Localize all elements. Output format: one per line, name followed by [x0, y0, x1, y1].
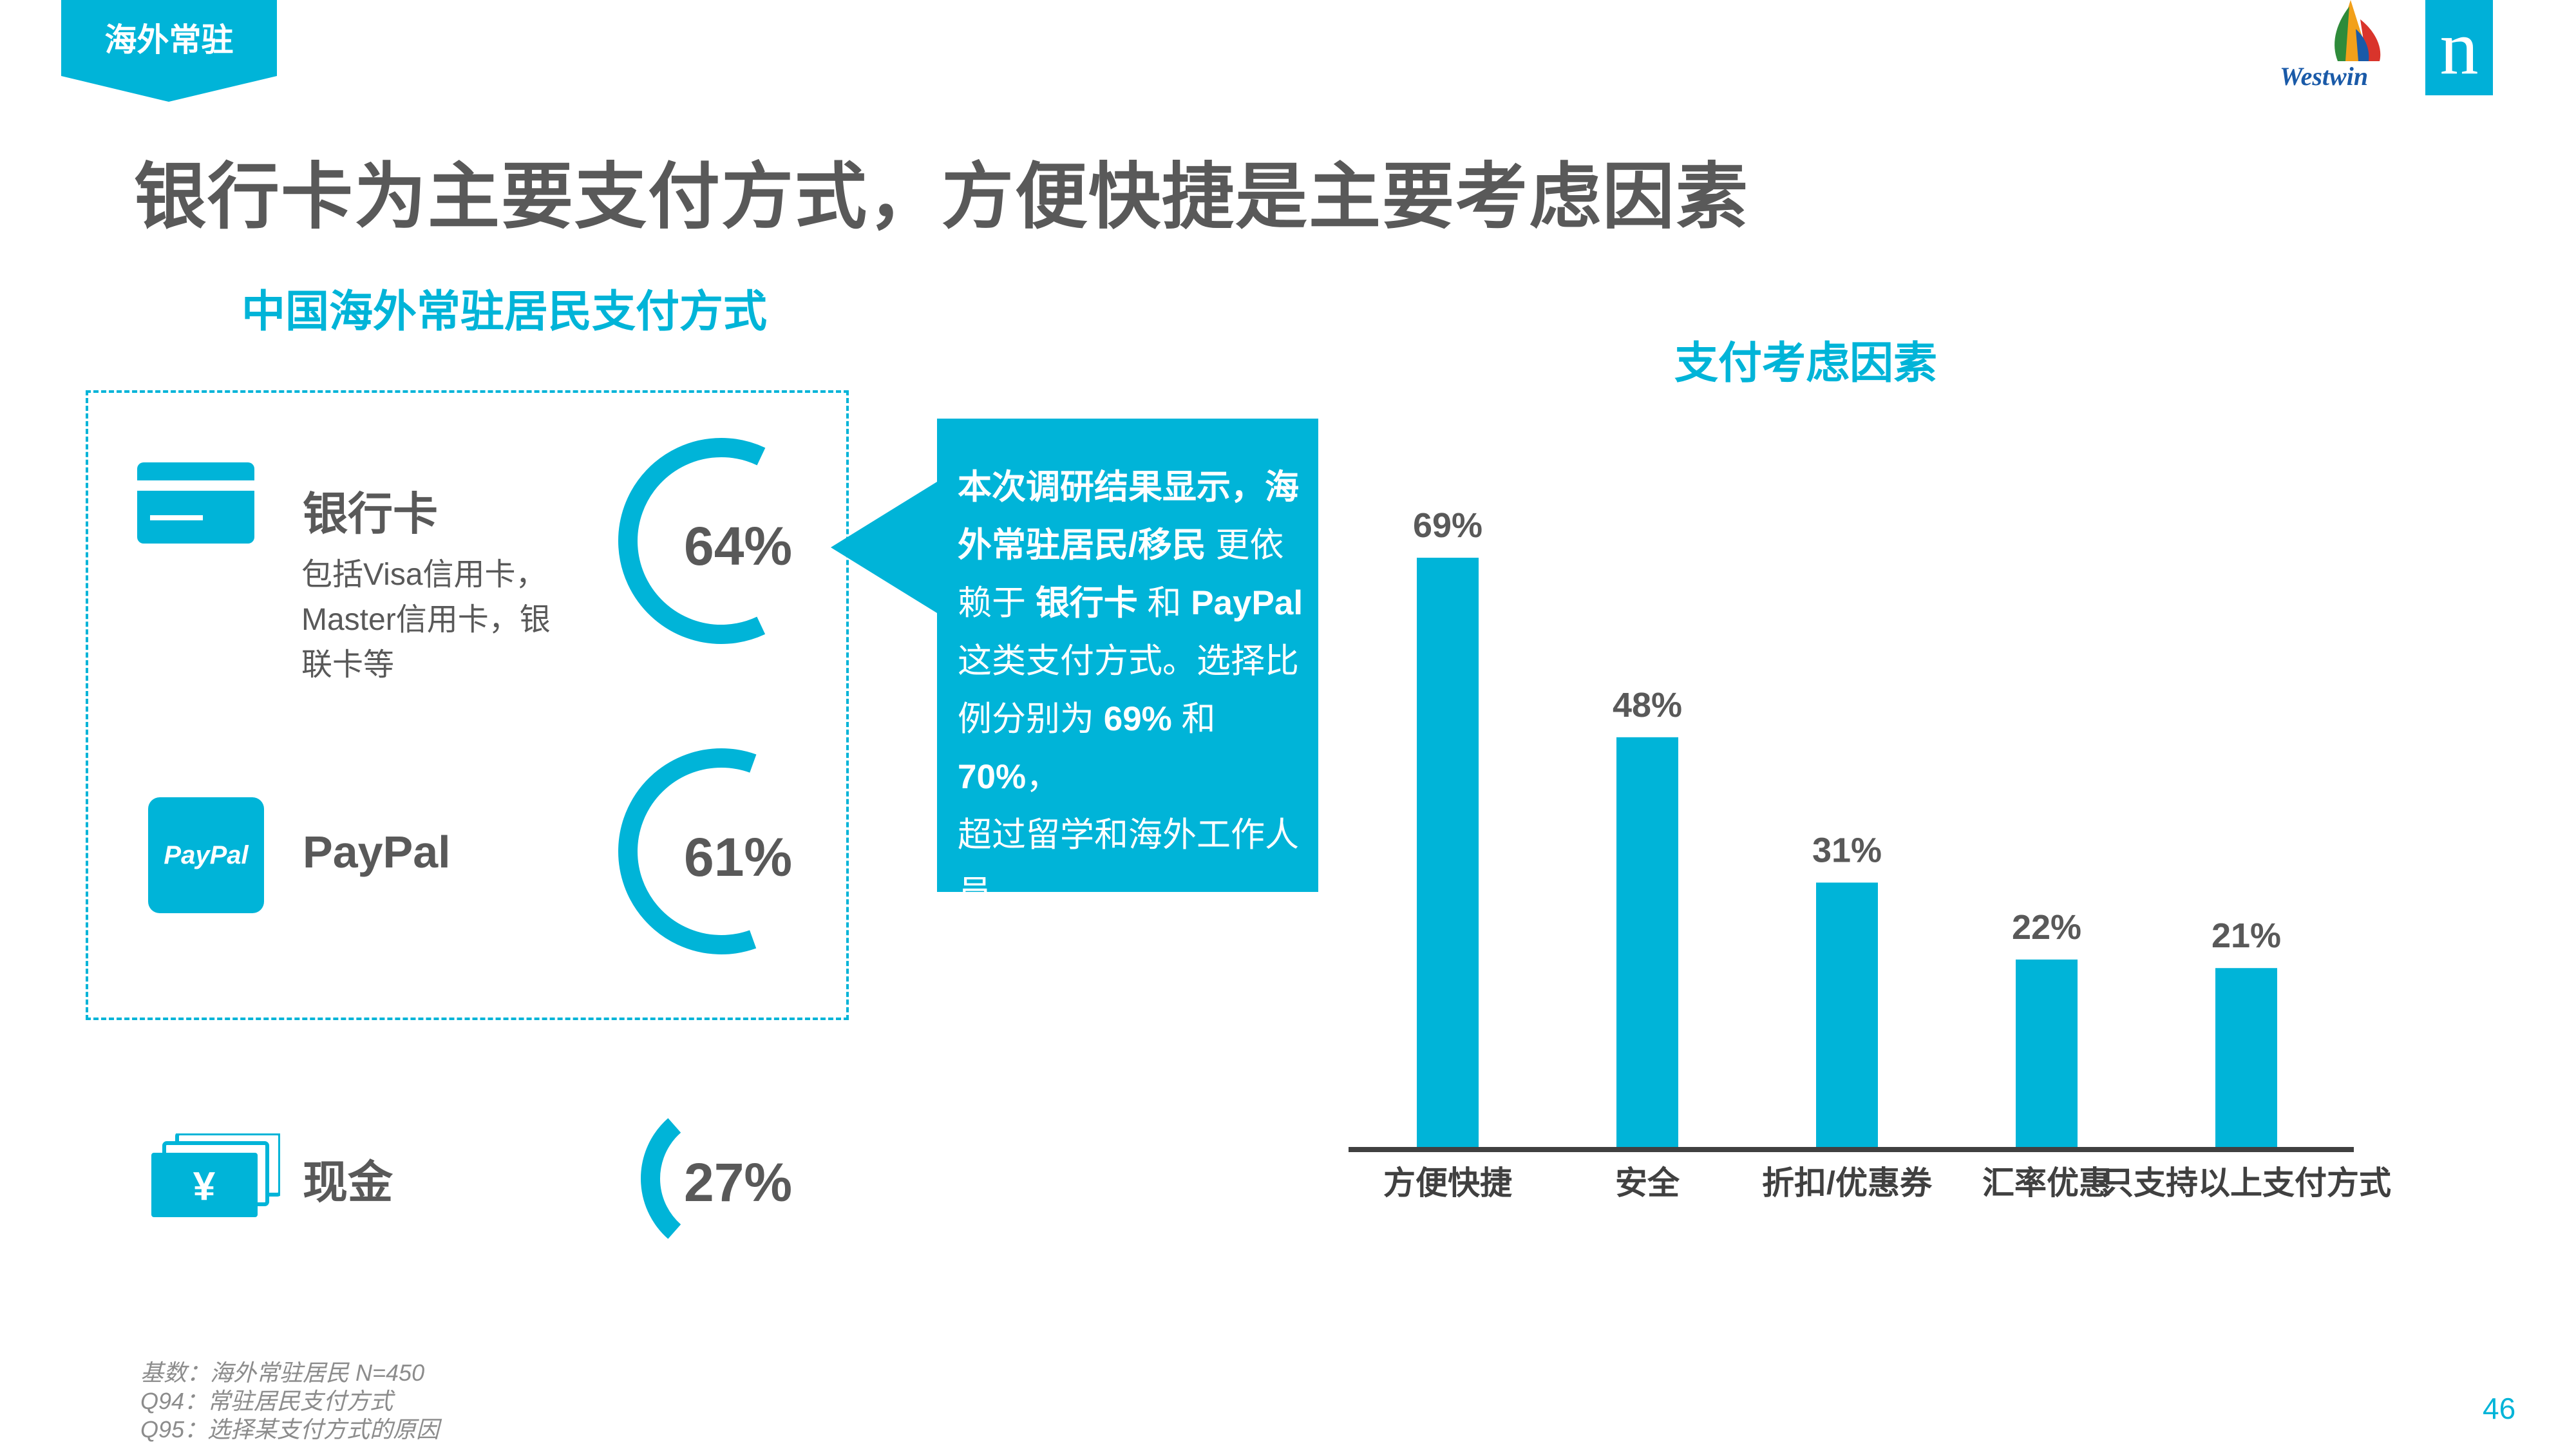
cash-percent: 27%	[684, 1152, 793, 1213]
callout-line: 例分别为 69% 和 70%，	[958, 690, 1318, 806]
bar-value-label: 31%	[1812, 831, 1882, 869]
callout-text: ，	[1026, 758, 1061, 796]
footnote-line: Q94：常驻居民支付方式	[140, 1388, 393, 1414]
cash-icon: ¥	[151, 1132, 282, 1220]
callout-emphasis: 69%	[1103, 700, 1172, 738]
brand-logo: n	[2425, 0, 2493, 95]
cash-share-ring	[641, 1098, 802, 1259]
paypal-percent: 61%	[684, 827, 793, 887]
callout-line: 赖于 银行卡 和 PayPal	[958, 574, 1318, 632]
callout-emphasis: 银行卡	[1035, 584, 1138, 622]
category-label: 只支持以上支付方式	[2101, 1165, 2391, 1201]
bar	[1616, 737, 1678, 1148]
bank-card-share-ring	[618, 438, 824, 644]
chart-title: 支付考虑因素	[1674, 339, 1938, 388]
category-label: 方便快捷	[1383, 1165, 1512, 1201]
callout-emphasis: 外常驻居民/移民	[958, 526, 1206, 564]
section-tag-label: 海外常驻	[104, 22, 234, 58]
callout-line: 本次调研结果显示，海	[958, 459, 1318, 516]
callout-pointer	[831, 480, 940, 615]
callout-emphasis: 本次调研结果显示，海	[958, 468, 1299, 506]
callout-text: 超过留学和海外工作人	[958, 816, 1299, 854]
bank-card-name: 银行卡	[303, 489, 438, 539]
paypal-icon: PayPal	[148, 797, 264, 916]
callout-line: 外常驻居民/移民 更依	[958, 516, 1318, 574]
page-number: 46	[2483, 1392, 2516, 1425]
callout-text: 这类支付方式。选择比	[958, 642, 1299, 680]
bank-card-desc-line: 联卡等	[301, 648, 395, 682]
westwin-logo-text: Westwin	[2280, 62, 2369, 91]
svg-text:PayPal: PayPal	[164, 841, 249, 869]
footnotes: 基数：海外常驻居民 N=450 Q94：常驻居民支付方式 Q95：选择某支付方式…	[140, 1359, 439, 1444]
category-label: 安全	[1615, 1165, 1680, 1201]
payment-methods-subtitle: 中国海外常驻居民支付方式	[242, 287, 768, 336]
callout-emphasis: PayPal	[1191, 584, 1303, 622]
cash-name: 现金	[303, 1157, 393, 1208]
callout-text: 更依	[1206, 526, 1284, 564]
callout-text: 和	[1137, 584, 1191, 622]
page-title: 银行卡为主要支付方式，方便快捷是主要考虑因素	[134, 156, 1749, 237]
paypal-share-ring	[618, 748, 824, 954]
bar	[1816, 882, 1878, 1148]
category-label: 折扣/优惠券	[1762, 1165, 1933, 1201]
callout-line: 员。	[958, 864, 1318, 922]
section-tag: 海外常驻	[61, 0, 277, 102]
callout-emphasis: 70%	[958, 758, 1027, 796]
callout-text: 例分别为	[958, 700, 1104, 738]
bar	[1417, 558, 1479, 1148]
svg-text:¥: ¥	[193, 1164, 216, 1209]
bar-value-label: 21%	[2211, 916, 2281, 955]
callout-line: 超过留学和海外工作人	[958, 806, 1318, 864]
bar	[2215, 968, 2277, 1148]
callout-text: 和	[1171, 700, 1216, 738]
bar	[2016, 959, 2078, 1148]
callout-box: 本次调研结果显示，海 外常驻居民/移民 更依 赖于 银行卡 和 PayPal 这类支付…	[937, 419, 1318, 912]
footnote-line: Q95：选择某支付方式的原因	[140, 1416, 440, 1443]
bar-value-label: 48%	[1613, 686, 1682, 724]
footnote-line: 基数：海外常驻居民 N=450	[140, 1359, 425, 1386]
bar-value-label: 22%	[2012, 908, 2081, 947]
credit-card-icon	[137, 462, 254, 547]
bank-card-desc-line: Master信用卡，银	[301, 603, 551, 637]
category-label: 汇率优惠	[1982, 1165, 2111, 1201]
payment-methods-box	[86, 390, 849, 1020]
bank-card-desc-line: 包括Visa信用卡，	[301, 558, 547, 592]
westwin-logo: Westwin	[2273, 0, 2402, 97]
payment-factors-bar-chart: 69% 方便快捷 48% 安全 31% 折扣/优惠券 22% 汇率优惠 21% 只支持以上支付方式	[1349, 506, 2391, 1201]
callout-text: 员。	[958, 874, 1026, 912]
bank-card-description: 包括Visa信用卡， Master信用卡，银 联卡等	[301, 553, 551, 688]
callout-text: 赖于	[958, 584, 1036, 622]
bar-value-label: 69%	[1413, 506, 1482, 545]
bank-card-percent: 64%	[684, 516, 793, 576]
paypal-name: PayPal	[303, 827, 451, 877]
callout-line: 这类支付方式。选择比	[958, 632, 1318, 690]
